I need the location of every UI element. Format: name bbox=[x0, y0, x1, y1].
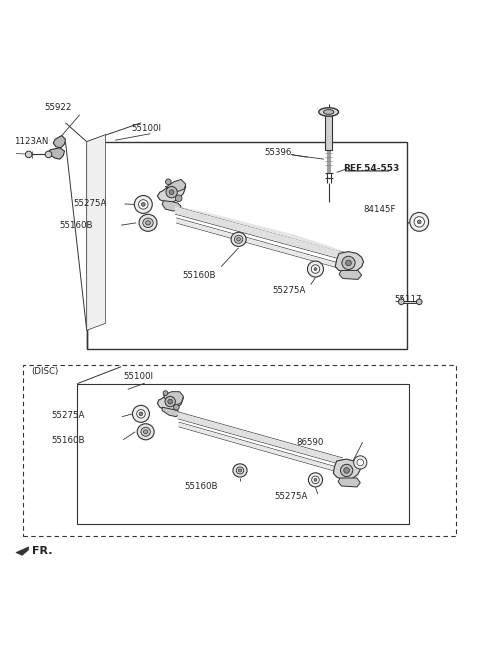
Circle shape bbox=[175, 195, 182, 201]
Polygon shape bbox=[335, 252, 363, 272]
Circle shape bbox=[340, 464, 353, 476]
Circle shape bbox=[410, 213, 429, 232]
Circle shape bbox=[163, 391, 168, 396]
Circle shape bbox=[308, 261, 324, 277]
Polygon shape bbox=[16, 547, 29, 556]
Polygon shape bbox=[176, 206, 344, 253]
Circle shape bbox=[357, 459, 363, 466]
Bar bbox=[87, 142, 408, 349]
Polygon shape bbox=[179, 422, 341, 473]
Text: 55160B: 55160B bbox=[51, 436, 85, 445]
Polygon shape bbox=[325, 112, 332, 150]
Circle shape bbox=[312, 476, 319, 483]
Circle shape bbox=[311, 265, 320, 274]
Ellipse shape bbox=[137, 424, 154, 440]
Ellipse shape bbox=[237, 237, 240, 241]
Circle shape bbox=[134, 195, 152, 213]
Text: (DISC): (DISC) bbox=[32, 367, 59, 376]
Text: 86590: 86590 bbox=[297, 438, 324, 447]
Text: 1123AN: 1123AN bbox=[13, 137, 48, 146]
Polygon shape bbox=[53, 136, 65, 148]
Circle shape bbox=[139, 199, 148, 209]
Circle shape bbox=[417, 220, 421, 224]
Polygon shape bbox=[48, 148, 64, 159]
Polygon shape bbox=[166, 180, 186, 191]
Ellipse shape bbox=[239, 469, 241, 472]
Text: 55275A: 55275A bbox=[272, 286, 305, 295]
Circle shape bbox=[308, 473, 323, 487]
Circle shape bbox=[132, 405, 149, 422]
Polygon shape bbox=[157, 393, 183, 411]
Circle shape bbox=[173, 404, 179, 410]
Text: 55100I: 55100I bbox=[123, 372, 153, 381]
Polygon shape bbox=[87, 134, 106, 331]
Polygon shape bbox=[175, 206, 345, 260]
Ellipse shape bbox=[144, 430, 148, 434]
Circle shape bbox=[45, 151, 52, 157]
Ellipse shape bbox=[234, 236, 243, 243]
Circle shape bbox=[314, 268, 317, 270]
Ellipse shape bbox=[233, 464, 247, 477]
Text: 55275A: 55275A bbox=[51, 411, 84, 420]
Circle shape bbox=[414, 216, 424, 227]
Ellipse shape bbox=[139, 215, 157, 232]
Text: FR.: FR. bbox=[32, 546, 52, 556]
Circle shape bbox=[398, 299, 404, 304]
Text: 55160B: 55160B bbox=[184, 482, 218, 491]
Polygon shape bbox=[176, 218, 343, 269]
Polygon shape bbox=[157, 182, 186, 203]
Polygon shape bbox=[339, 270, 362, 279]
Circle shape bbox=[417, 299, 422, 304]
Text: 55922: 55922 bbox=[44, 104, 72, 112]
Bar bbox=[23, 365, 456, 537]
Polygon shape bbox=[164, 392, 183, 406]
Text: REF.54-553: REF.54-553 bbox=[343, 164, 399, 173]
Circle shape bbox=[346, 260, 351, 266]
Text: 84145F: 84145F bbox=[363, 205, 396, 214]
Polygon shape bbox=[162, 407, 180, 417]
Text: 55160B: 55160B bbox=[182, 272, 216, 280]
Circle shape bbox=[168, 400, 172, 404]
Circle shape bbox=[166, 179, 171, 184]
Polygon shape bbox=[178, 412, 343, 465]
Circle shape bbox=[137, 409, 145, 418]
Ellipse shape bbox=[145, 220, 150, 225]
Text: 55117: 55117 bbox=[395, 295, 422, 304]
Bar bbox=[77, 384, 409, 523]
Circle shape bbox=[142, 203, 145, 206]
Circle shape bbox=[165, 396, 175, 407]
Text: 55100I: 55100I bbox=[132, 124, 161, 133]
Ellipse shape bbox=[143, 218, 153, 228]
Circle shape bbox=[344, 468, 349, 473]
Circle shape bbox=[354, 456, 367, 469]
Ellipse shape bbox=[231, 232, 246, 247]
Circle shape bbox=[166, 186, 177, 198]
Circle shape bbox=[169, 190, 174, 195]
Polygon shape bbox=[334, 459, 360, 480]
Text: 55160B: 55160B bbox=[60, 220, 93, 230]
Ellipse shape bbox=[141, 427, 150, 436]
Text: 55275A: 55275A bbox=[73, 199, 107, 209]
Ellipse shape bbox=[319, 108, 338, 116]
Polygon shape bbox=[338, 478, 360, 487]
Circle shape bbox=[314, 478, 317, 482]
Polygon shape bbox=[162, 201, 181, 211]
Circle shape bbox=[139, 412, 143, 416]
Polygon shape bbox=[401, 300, 420, 303]
Circle shape bbox=[25, 151, 32, 157]
Ellipse shape bbox=[236, 467, 244, 474]
Text: 55275A: 55275A bbox=[274, 492, 307, 501]
Ellipse shape bbox=[324, 110, 334, 114]
Text: 55396: 55396 bbox=[264, 148, 292, 157]
Circle shape bbox=[342, 256, 355, 270]
